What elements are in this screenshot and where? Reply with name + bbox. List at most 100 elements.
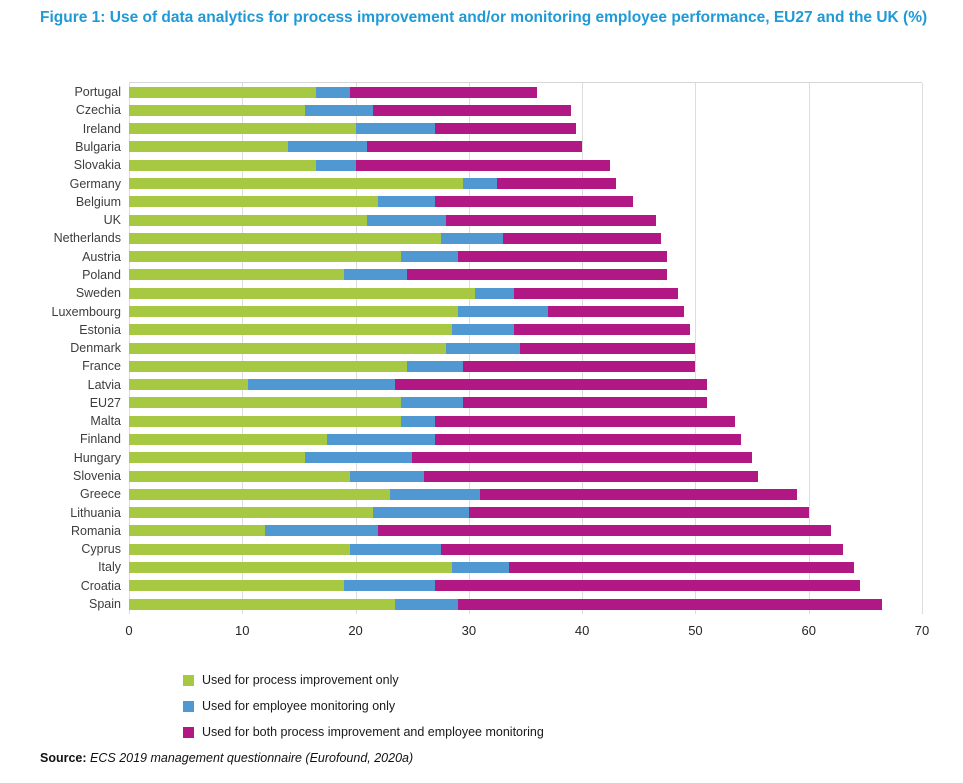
- bar-segment-employee-monitoring-only: [406, 360, 464, 372]
- bar-segment-process-improvement-only: [129, 342, 447, 354]
- bar-segment-employee-monitoring-only: [440, 232, 503, 244]
- bar-segment-process-improvement-only: [129, 598, 396, 610]
- bar-segment-process-improvement-only: [129, 452, 305, 464]
- bar-segment-employee-monitoring-only: [400, 415, 435, 427]
- chart-row: Slovakia: [0, 156, 922, 174]
- bar-track: [129, 433, 922, 445]
- bar-track: [129, 543, 922, 555]
- bar-segment-both-process-and-monitoring: [508, 561, 855, 573]
- bar-segment-process-improvement-only: [129, 525, 265, 537]
- bar-segment-employee-monitoring-only: [344, 580, 435, 592]
- bar-segment-both-process-and-monitoring: [412, 452, 753, 464]
- bar-track: [129, 86, 922, 98]
- bar-segment-process-improvement-only: [129, 196, 379, 208]
- y-axis-label: Germany: [69, 176, 121, 191]
- y-axis-label: Belgium: [75, 194, 121, 209]
- bar-track: [129, 507, 922, 519]
- bar-segment-both-process-and-monitoring: [463, 360, 696, 372]
- chart-row: UK: [0, 211, 922, 229]
- bar-segment-process-improvement-only: [129, 324, 452, 336]
- bar-segment-process-improvement-only: [129, 433, 328, 445]
- bar-segment-employee-monitoring-only: [349, 543, 441, 555]
- bar-track: [129, 232, 922, 244]
- bar-segment-both-process-and-monitoring: [497, 178, 617, 190]
- bar-track: [129, 141, 922, 153]
- bar-segment-both-process-and-monitoring: [440, 543, 843, 555]
- bar-segment-employee-monitoring-only: [349, 470, 424, 482]
- bar-segment-both-process-and-monitoring: [457, 598, 883, 610]
- bar-track: [129, 123, 922, 135]
- bar-segment-process-improvement-only: [129, 415, 401, 427]
- bar-segment-both-process-and-monitoring: [434, 123, 577, 135]
- x-axis-tick: 40: [574, 623, 590, 638]
- x-axis-tick: 60: [801, 623, 816, 638]
- y-axis-label: Luxembourg: [51, 304, 122, 319]
- y-axis-label: Czechia: [75, 103, 121, 118]
- y-axis-label: Denmark: [70, 341, 121, 356]
- x-axis-tick: 30: [461, 623, 477, 638]
- bar-track: [129, 196, 922, 208]
- bar-segment-process-improvement-only: [129, 470, 350, 482]
- bar-segment-both-process-and-monitoring: [446, 214, 656, 226]
- bar-track: [129, 324, 922, 336]
- chart-row: Sweden: [0, 284, 922, 302]
- bar-segment-employee-monitoring-only: [372, 507, 469, 519]
- x-axis-tick: 0: [125, 623, 133, 638]
- chart-row: Latvia: [0, 376, 922, 394]
- y-axis-label: Ireland: [82, 121, 121, 136]
- y-axis-label: Spain: [89, 597, 121, 612]
- chart-row: Denmark: [0, 339, 922, 357]
- legend-label: Used for employee monitoring only: [202, 699, 396, 713]
- bar-segment-process-improvement-only: [129, 397, 401, 409]
- bar-segment-both-process-and-monitoring: [502, 232, 662, 244]
- chart-legend: Used for process improvement only Used fo…: [183, 673, 544, 752]
- bar-track: [129, 379, 922, 391]
- bar-segment-employee-monitoring-only: [474, 287, 515, 299]
- bar-segment-both-process-and-monitoring: [434, 415, 736, 427]
- chart-row: Greece: [0, 485, 922, 503]
- bar-segment-process-improvement-only: [129, 379, 248, 391]
- bar-track: [129, 580, 922, 592]
- bar-track: [129, 488, 922, 500]
- bar-segment-both-process-and-monitoring: [378, 525, 832, 537]
- legend-swatch-employee-monitoring-only: [183, 700, 194, 712]
- legend-label: Used for both process improvement and em…: [202, 725, 544, 739]
- bar-segment-employee-monitoring-only: [400, 251, 458, 263]
- chart-row: Luxembourg: [0, 302, 922, 320]
- legend-item-both-process-and-monitoring: Used for both process improvement and em…: [183, 725, 544, 739]
- bar-segment-process-improvement-only: [129, 580, 345, 592]
- bar-segment-employee-monitoring-only: [378, 196, 435, 208]
- x-axis-tick: 50: [688, 623, 703, 638]
- figure-title: Figure 1: Use of data analytics for proc…: [40, 9, 928, 26]
- bar-segment-both-process-and-monitoring: [548, 306, 685, 318]
- legend-swatch-both-process-and-monitoring: [183, 726, 194, 738]
- y-axis-label: Finland: [80, 432, 121, 447]
- bar-track: [129, 525, 922, 537]
- bar-track: [129, 287, 922, 299]
- chart-row: Belgium: [0, 193, 922, 211]
- y-axis-label: Italy: [98, 560, 121, 575]
- chart-row: Spain: [0, 595, 922, 613]
- bar-segment-process-improvement-only: [129, 488, 390, 500]
- chart-row: Finland: [0, 430, 922, 448]
- bar-segment-process-improvement-only: [129, 360, 407, 372]
- stacked-bar-chart: Portugal Czechia Ireland Bulgaria Slovakia Ge…: [0, 82, 963, 638]
- bar-segment-both-process-and-monitoring: [406, 269, 668, 281]
- chart-row: Ireland: [0, 120, 922, 138]
- bar-segment-both-process-and-monitoring: [514, 287, 679, 299]
- bar-segment-process-improvement-only: [129, 159, 316, 171]
- bar-segment-employee-monitoring-only: [304, 104, 373, 116]
- bar-track: [129, 470, 922, 482]
- bar-segment-process-improvement-only: [129, 507, 373, 519]
- bar-track: [129, 342, 922, 354]
- chart-row: Germany: [0, 174, 922, 192]
- y-axis-label: Bulgaria: [75, 139, 121, 154]
- bar-segment-both-process-and-monitoring: [423, 470, 758, 482]
- bar-segment-employee-monitoring-only: [287, 141, 367, 153]
- bar-segment-employee-monitoring-only: [264, 525, 379, 537]
- bar-segment-employee-monitoring-only: [395, 598, 458, 610]
- bar-track: [129, 452, 922, 464]
- bar-segment-employee-monitoring-only: [355, 123, 435, 135]
- chart-row: Czechia: [0, 101, 922, 119]
